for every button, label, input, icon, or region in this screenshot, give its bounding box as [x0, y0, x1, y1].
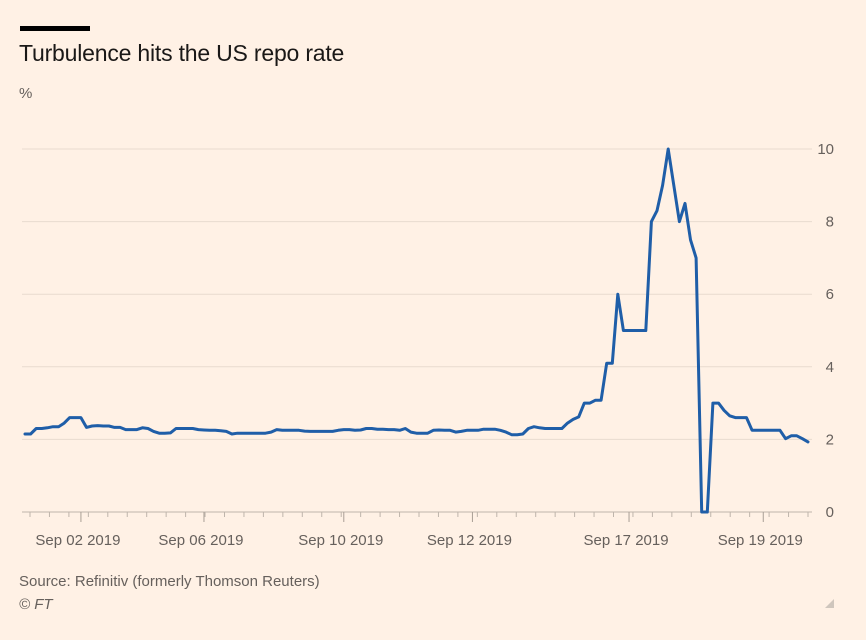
y-tick-label: 4 [826, 359, 834, 376]
y-axis-unit: % [19, 85, 33, 102]
x-tick-label: Sep 12 2019 [427, 532, 512, 549]
y-tick-label: 8 [826, 214, 834, 231]
x-tick-label: Sep 02 2019 [35, 532, 120, 549]
brand-bar [20, 26, 90, 31]
y-tick-label: 6 [826, 286, 834, 303]
repo-rate-line [23, 147, 810, 514]
chart-title: Turbulence hits the US repo rate [19, 40, 345, 66]
source-note: Source: Refinitiv (formerly Thomson Reut… [19, 573, 320, 590]
resize-handle-icon [825, 599, 834, 608]
x-tick-label: Sep 17 2019 [583, 532, 668, 549]
x-tick-label: Sep 19 2019 [718, 532, 803, 549]
x-tick-label: Sep 10 2019 [298, 532, 383, 549]
x-tick-label: Sep 06 2019 [158, 532, 243, 549]
y-tick-label: 0 [826, 504, 834, 521]
copyright-note: © FT [19, 596, 53, 613]
y-tick-label: 10 [817, 141, 834, 158]
y-tick-label: 2 [826, 431, 834, 448]
